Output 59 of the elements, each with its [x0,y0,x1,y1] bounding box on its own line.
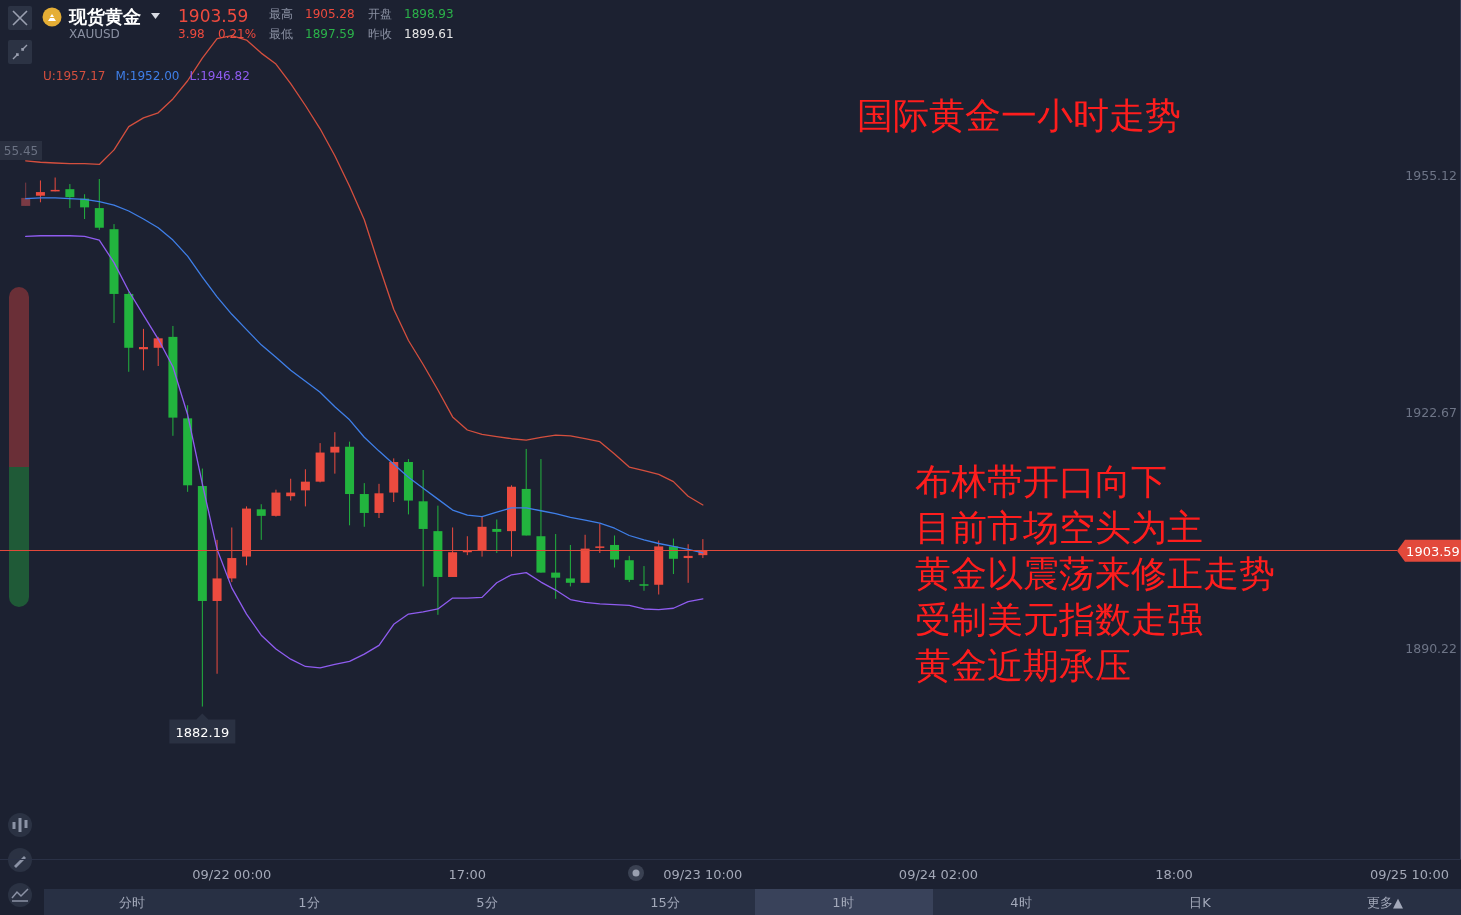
candlestick [330,431,340,475]
candlestick [551,533,561,600]
annotation: 现货黄金 [68,6,141,27]
y-tick-label: 1890.22 [1405,640,1457,656]
annotation: 55.45 [3,144,39,158]
text: 分时 [119,894,145,910]
text: 15分 [650,894,680,910]
candlestick [359,482,369,528]
candlestick [624,555,634,583]
annotation: 目前市场空头为主 [915,507,1203,548]
text: U:1957.17 [43,69,106,83]
candlestick [271,489,281,518]
annotation: 1882.19 [175,724,230,740]
ref-line-label: 1903.59 [1406,543,1460,559]
text: 更多▲ [1367,894,1403,910]
y-tick-label: 1955.12 [1405,168,1457,184]
annotation: 昨收 [368,27,392,41]
text: 国际黄金一小时走势 [857,95,1181,136]
x-tick-label: 09/25 10:00 [1369,866,1450,882]
annotation: 1905.28 [305,7,355,21]
annotation: 3.98 [178,27,205,41]
x-tick-label: 09/23 10:00 [663,866,743,882]
annotation: 布林带开口向下 [915,461,1167,502]
candlestick [639,565,649,592]
annotation: 开盘 [368,7,392,21]
text: M:1952.00 [115,69,180,83]
y-tick-label: 1922.67 [1405,404,1457,420]
candlestick [65,183,75,209]
candlestick [300,468,310,507]
text: 4时 [1010,894,1032,910]
candlestick [138,328,148,371]
candlestick [256,503,266,541]
annotation: 最高 [269,7,293,21]
x-tick-label: 17:00 [448,866,487,882]
text: L:1946.82 [189,69,250,83]
annotation: 最低 [269,27,293,41]
annotation: 黄金近期承压 [915,645,1131,686]
annotation: 1903.59 [178,6,249,26]
candlestick [35,179,45,203]
annotation: 受制美元指数走强 [915,599,1203,640]
x-tick-label: 09/22 00:00 [192,866,272,882]
text: 1分 [298,894,320,910]
candlestick [94,178,104,231]
line-series [25,235,704,669]
annotation: XAUUSD [69,27,120,41]
annotation: 1899.61 [404,27,454,41]
text: 5分 [476,894,498,910]
candlestick [374,483,384,519]
text: 1时 [832,894,854,910]
annotation: 0.21% [218,27,257,41]
candlestick [565,544,575,587]
annotation: 1898.93 [404,7,454,21]
candlestick [492,518,502,554]
x-tick-label: 09/24 02:00 [898,866,978,882]
candlestick [21,182,31,207]
x-tick-label: 18:00 [1155,866,1193,882]
annotation: 1897.59 [305,27,355,41]
annotation: 黄金以震荡来修正走势 [915,553,1275,594]
text: 日K [1189,894,1212,910]
